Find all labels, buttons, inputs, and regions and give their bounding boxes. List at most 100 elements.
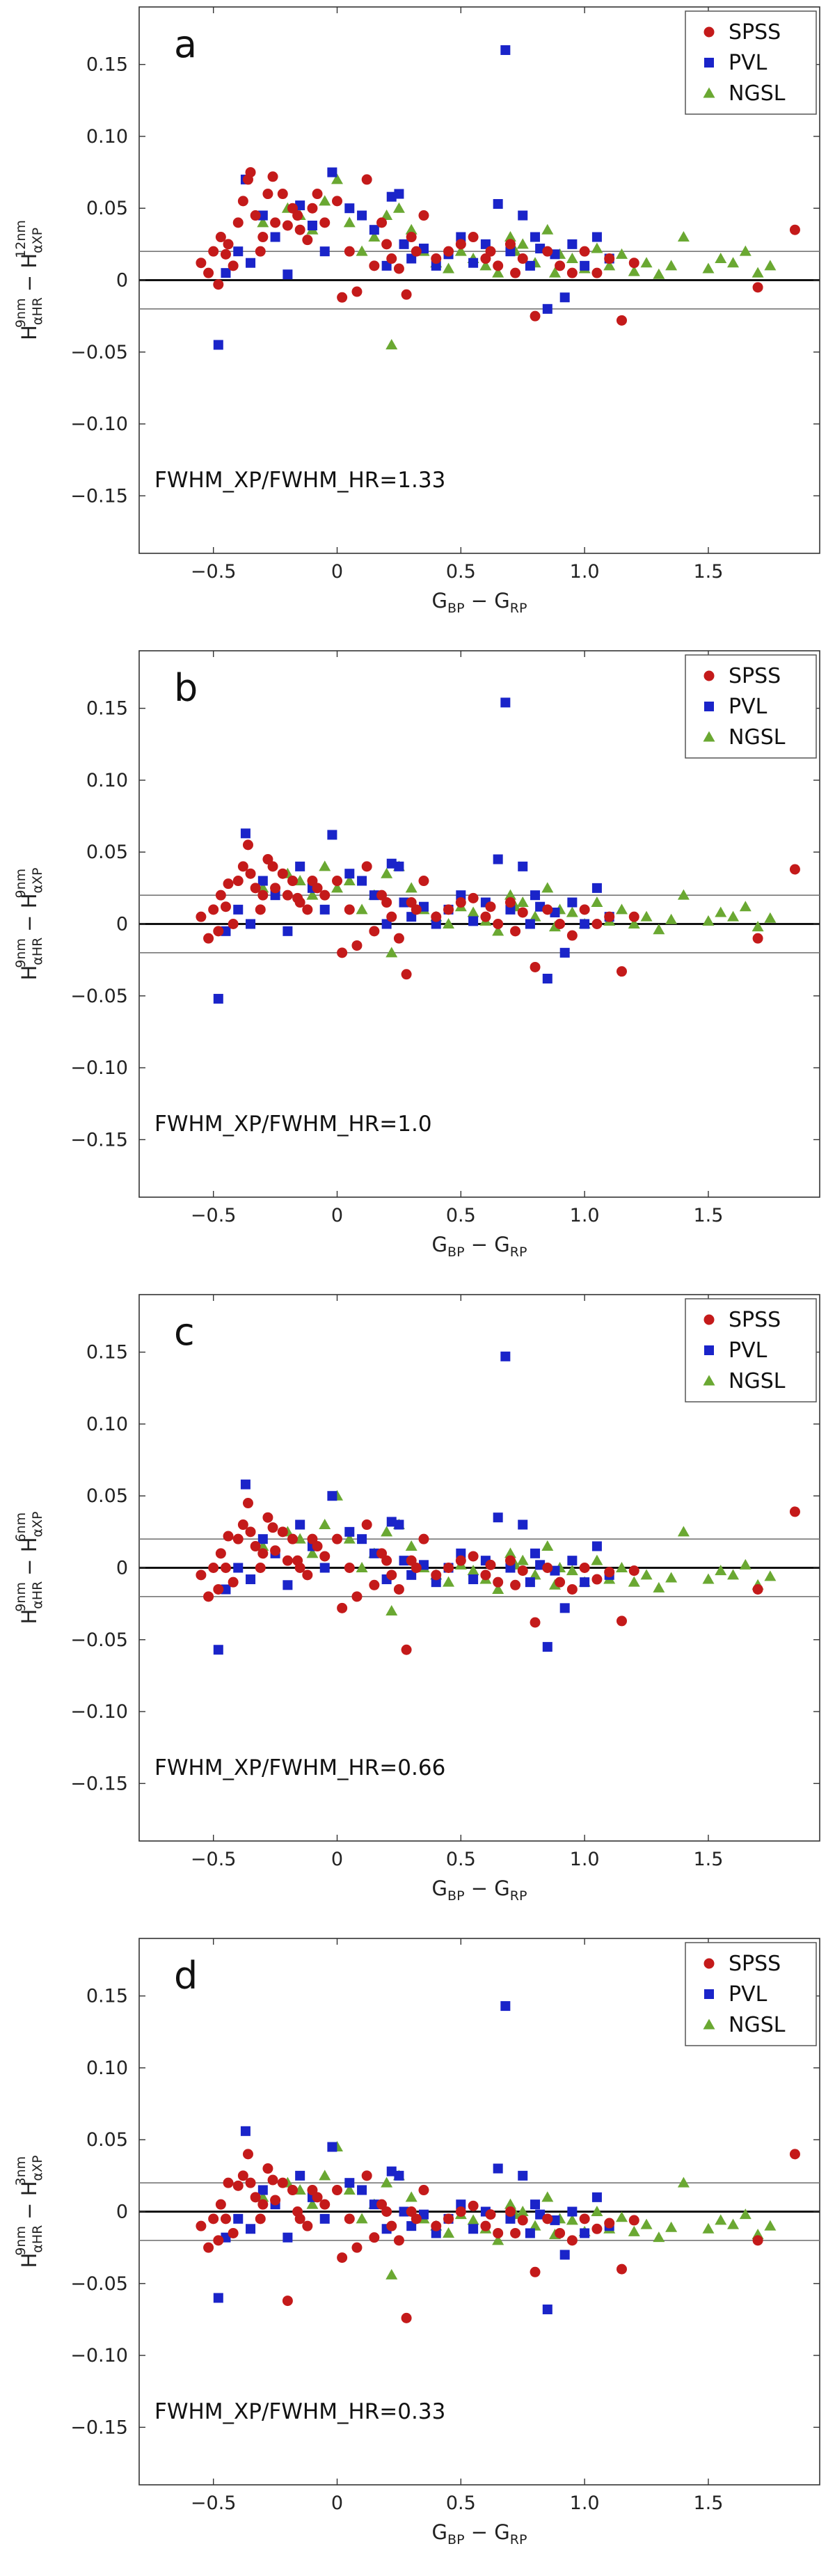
- data-point-pvl: [559, 292, 570, 303]
- data-point-spss: [393, 933, 404, 944]
- data-point-ngsl: [640, 257, 653, 268]
- data-point-spss: [510, 2227, 521, 2238]
- legend-marker-pvl: [704, 1345, 714, 1355]
- legend-marker-pvl: [704, 702, 714, 711]
- data-point-pvl: [418, 2209, 429, 2220]
- data-point-pvl: [270, 232, 280, 242]
- x-axis-label: GBP − GRP: [432, 1876, 527, 1904]
- data-point-spss: [504, 2206, 516, 2217]
- fwhm-ratio-annotation: FWHM_XP/FWHM_HR=1.33: [154, 468, 445, 493]
- data-point-spss: [591, 2223, 603, 2234]
- fwhm-ratio-annotation: FWHM_XP/FWHM_HR=0.33: [154, 2399, 445, 2424]
- data-point-pvl: [525, 919, 535, 929]
- data-point-ngsl: [566, 906, 578, 917]
- legend-marker-ngsl: [703, 731, 715, 742]
- y-tick-label: 0.05: [86, 1485, 128, 1507]
- y-tick-label: −0.15: [70, 1773, 128, 1794]
- data-point-ngsl: [628, 918, 640, 929]
- y-label-h: H: [17, 2253, 41, 2268]
- data-point-spss: [443, 904, 454, 915]
- panel-label: d: [174, 1954, 198, 1998]
- fwhm-ratio-annotation: FWHM_XP/FWHM_HR=0.66: [154, 1755, 445, 1780]
- data-point-spss: [287, 2185, 298, 2196]
- data-point-spss: [203, 933, 214, 944]
- data-point-spss: [215, 890, 226, 901]
- data-point-spss: [302, 1570, 313, 1581]
- y-label-minus: −: [17, 2196, 41, 2226]
- data-point-pvl: [327, 2142, 337, 2152]
- data-point-pvl: [386, 858, 397, 869]
- x-label-sub-bp: BP: [447, 1244, 465, 1260]
- data-point-spss: [369, 260, 380, 271]
- data-point-spss: [566, 2235, 578, 2246]
- y-tick-label: 0.10: [86, 1414, 128, 1435]
- data-point-ngsl: [665, 1572, 678, 1583]
- data-point-spss: [255, 1563, 266, 1573]
- data-point-pvl: [344, 2178, 355, 2188]
- data-point-pvl: [493, 1512, 503, 1523]
- y-tick-label: 0.15: [86, 1342, 128, 1364]
- data-point-spss: [789, 224, 800, 235]
- data-point-ngsl: [385, 2268, 398, 2279]
- data-point-spss: [287, 1533, 298, 1544]
- data-point-spss: [369, 926, 380, 937]
- legend: SPSS PVL NGSL: [685, 10, 817, 115]
- data-point-pvl: [319, 1563, 330, 1573]
- data-point-pvl: [431, 1577, 441, 1588]
- data-point-spss: [393, 1583, 404, 1595]
- data-point-ngsl: [752, 267, 764, 278]
- data-point-spss: [579, 1563, 590, 1573]
- data-point-pvl: [344, 1526, 355, 1537]
- data-point-pvl: [394, 1519, 404, 1530]
- data-point-spss: [555, 2227, 566, 2238]
- data-point-spss: [245, 1526, 256, 1538]
- data-point-pvl: [480, 239, 491, 249]
- data-point-ngsl: [381, 1526, 393, 1537]
- data-point-pvl: [344, 869, 355, 879]
- data-point-pvl: [580, 1577, 590, 1588]
- data-point-ngsl: [677, 231, 690, 242]
- data-point-spss: [418, 2185, 429, 2196]
- data-point-spss: [480, 1570, 491, 1581]
- data-point-pvl: [500, 45, 511, 55]
- data-point-ngsl: [467, 1565, 479, 1576]
- data-point-pvl: [357, 876, 367, 886]
- data-point-spss: [228, 2227, 239, 2238]
- y-label-sub-xp: αXP: [30, 1511, 45, 1537]
- data-point-spss: [245, 868, 256, 879]
- data-point-pvl: [213, 340, 223, 350]
- data-point-spss: [443, 246, 454, 257]
- data-point-pvl: [344, 203, 355, 214]
- data-point-pvl: [319, 904, 330, 915]
- data-point-spss: [250, 883, 261, 894]
- data-point-spss: [228, 1577, 239, 1588]
- y-label-minus: −: [17, 269, 41, 299]
- x-tick-label: 1.5: [693, 1205, 723, 1226]
- data-point-spss: [401, 289, 412, 300]
- data-point-spss: [257, 2199, 269, 2210]
- x-tick-label: 0: [331, 1849, 343, 1870]
- data-point-spss: [418, 210, 429, 221]
- y-tick-label: 0: [116, 2202, 128, 2223]
- data-point-spss: [270, 2195, 281, 2206]
- data-point-pvl: [357, 2185, 367, 2195]
- data-point-spss: [530, 961, 541, 972]
- data-point-spss: [237, 861, 248, 872]
- data-point-ngsl: [331, 173, 344, 184]
- y-tick-label: −0.10: [70, 413, 128, 435]
- data-point-pvl: [580, 2228, 590, 2238]
- data-point-spss: [493, 260, 504, 271]
- data-point-spss: [381, 239, 392, 250]
- data-point-pvl: [518, 210, 528, 221]
- legend: SPSS PVL NGSL: [685, 1298, 817, 1402]
- x-tick-label: 1.5: [693, 561, 723, 583]
- data-point-ngsl: [529, 2220, 541, 2231]
- data-point-pvl: [246, 1574, 256, 1585]
- data-point-pvl: [530, 890, 541, 901]
- data-point-spss: [294, 2213, 305, 2225]
- panel-label: c: [174, 1310, 195, 1354]
- data-point-ngsl: [541, 2191, 554, 2202]
- data-point-spss: [203, 267, 214, 278]
- data-point-ngsl: [319, 195, 331, 206]
- data-point-ngsl: [715, 253, 727, 264]
